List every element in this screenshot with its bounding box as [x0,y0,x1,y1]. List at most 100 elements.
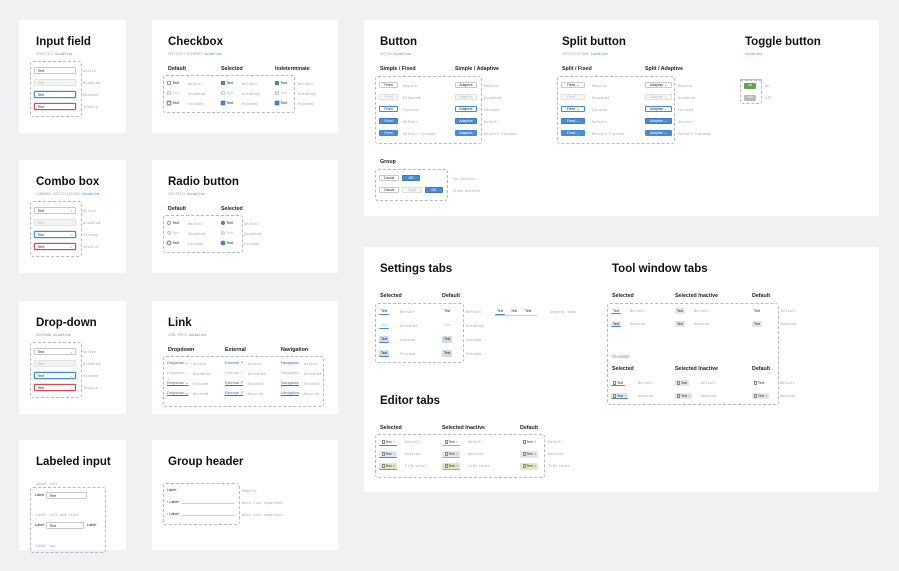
close-icon[interactable]: × [393,440,395,444]
split-fixed-default[interactable]: Fixed ⌄ [561,118,585,124]
toggle-off[interactable]: OFF [744,95,756,101]
editor-tab-default-hovered[interactable]: Text × [520,451,539,458]
checkbox-selected-focused[interactable]: Text [221,101,233,106]
close-icon[interactable]: × [534,440,536,444]
guideline-link[interactable]: Guideline [189,333,207,337]
settings-inline-tab[interactable]: Text [495,309,506,315]
guideline-link[interactable]: Guideline [82,192,100,196]
text-input-focused[interactable]: Text [34,91,76,98]
navigation-link-focused[interactable]: Navigation [281,381,299,385]
combo-box-focused[interactable]: Text ⌄ [34,231,76,238]
closable-tool-tab-selected[interactable]: Text [611,380,626,386]
radio-default[interactable]: Text [167,221,179,226]
settings-tab-default-pressed[interactable]: Text [442,350,453,357]
radio-selected-focused[interactable]: Text [221,241,233,246]
tool-tab-selected[interactable]: Text [611,309,622,314]
closable-tool-tab-default-hovered[interactable]: Text × [752,393,770,399]
dropdown-invalid[interactable]: Text ⌄ [34,384,76,391]
external-link-hovered[interactable]: External ↗ [225,391,244,395]
combo-box-invalid[interactable]: Text ⌄ [34,243,76,250]
close-icon[interactable]: × [534,464,536,468]
close-icon[interactable]: × [456,464,458,468]
adaptive-button-default-focused[interactable]: Adaptive [455,130,477,136]
fixed-button-regular[interactable]: Fixed [379,82,398,88]
checkbox-indeterminate[interactable]: Text [275,81,287,86]
tool-tab-selected-inactive-hovered[interactable]: Text [675,321,686,327]
adaptive-button-regular[interactable]: Adaptive [455,82,477,88]
dropdown-link-hovered[interactable]: Dropdown ⌄ [167,391,189,395]
split-adaptive-regular[interactable]: Adaptive ⌄ [645,82,672,88]
editor-tab-inactive-hovered[interactable]: Text × [442,451,461,458]
external-link[interactable]: External ↗ [225,361,244,365]
editor-tab-inactive-file-color[interactable]: Text × [442,463,461,470]
navigation-link-hovered[interactable]: Navigation [281,391,299,395]
tool-tab-selected-hovered[interactable]: Text [611,321,622,327]
ok-button[interactable]: OK [425,187,443,193]
settings-tab-default[interactable]: Text [444,309,451,313]
navigation-link[interactable]: Navigation [281,361,299,365]
editor-tab-selected-file-color[interactable]: Text × [379,463,398,470]
guideline-link[interactable]: Guideline [590,52,609,56]
text-input-invalid[interactable]: Text [34,103,76,110]
group-header-with-line[interactable]: › Label [167,500,179,504]
split-fixed-regular[interactable]: Fixed ⌄ [561,82,585,88]
dropdown-link[interactable]: Dropdown ⌄ [167,361,189,365]
editor-tab-selected[interactable]: Text × [379,439,398,446]
editor-tab-selected-hovered[interactable]: Text × [379,451,398,458]
dropdown-link-focused[interactable]: Dropdown ⌄ [167,381,189,385]
guideline-link[interactable]: Guideline [55,52,73,56]
split-fixed-focused[interactable]: Fixed ⌄ [561,106,585,112]
settings-tab-selected-pressed[interactable]: Text [379,350,390,357]
settings-tab-default-focused[interactable]: Text [442,336,453,343]
close-icon[interactable]: × [456,440,458,444]
checkbox-default[interactable]: Text [167,81,179,86]
radio-selected[interactable]: Text [221,221,233,226]
closable-tool-tab-inactive-hovered[interactable]: Text × [675,393,693,399]
fixed-button-focused[interactable]: Fixed [379,106,398,112]
adaptive-button-default[interactable]: Adaptive [455,118,477,124]
ok-button[interactable]: OK [402,175,420,181]
group-header-with-text[interactable]: › Label [167,512,179,516]
fixed-button-default[interactable]: Fixed [379,118,398,124]
fixed-button-default-focused[interactable]: Fixed [379,130,398,136]
cancel-button[interactable]: Cancel [379,175,399,181]
tool-tab-default[interactable]: Text [754,309,761,313]
close-icon[interactable]: × [393,452,395,456]
labeled-text-input[interactable]: Text [46,522,84,529]
settings-tab-selected-focused[interactable]: Text [379,336,390,343]
settings-tab-selected[interactable]: Text [379,309,390,315]
guideline-link[interactable]: Guideline [204,52,222,56]
editor-tab-default[interactable]: Text × [520,439,538,446]
guideline-link[interactable]: Guideline [53,333,71,337]
labeled-text-input[interactable]: Text [46,492,87,499]
combo-box-active[interactable]: Text ⌄ [34,207,76,214]
toggle-on[interactable]: ON [744,83,756,89]
guideline-link[interactable]: Guideline [393,52,411,56]
checkbox-selected[interactable]: Text [221,81,233,86]
checkbox-indeterminate-focused[interactable]: Text [275,101,287,106]
close-icon[interactable]: × [456,452,458,456]
settings-inline-tab[interactable]: Text [511,309,518,313]
radio-default-focused[interactable]: Text [167,241,179,246]
dropdown-active[interactable]: Text ⌄ [34,348,76,355]
tool-tab-default-hovered[interactable]: Text [752,321,763,327]
tool-tab-selected-inactive[interactable]: Text [675,308,686,314]
editor-tab-default-file-color[interactable]: Text × [520,463,539,470]
split-adaptive-default[interactable]: Adaptive ⌄ [645,118,672,124]
split-adaptive-focused[interactable]: Adaptive ⌄ [645,106,672,112]
closable-tool-tab-selected-hovered[interactable]: Text × [611,393,629,399]
checkbox-default-focused[interactable]: Text [167,101,179,106]
dropdown-focused[interactable]: Text ⌄ [34,372,76,379]
close-icon[interactable]: × [534,452,536,456]
closable-tool-tab-inactive[interactable]: Text [675,380,690,386]
split-adaptive-default-focused[interactable]: Adaptive ⌄ [645,130,672,136]
closable-tool-tab-default[interactable]: Text [752,380,766,386]
cancel-button[interactable]: Cancel [379,187,399,193]
adaptive-button-focused[interactable]: Adaptive [455,106,477,112]
split-fixed-default-focused[interactable]: Fixed ⌄ [561,130,585,136]
close-icon[interactable]: × [765,394,768,398]
close-icon[interactable]: × [624,394,627,398]
settings-inline-tab[interactable]: Text [525,309,532,313]
guideline-link[interactable]: Guideline [187,192,205,196]
guideline-link[interactable]: Guideline [745,52,763,56]
